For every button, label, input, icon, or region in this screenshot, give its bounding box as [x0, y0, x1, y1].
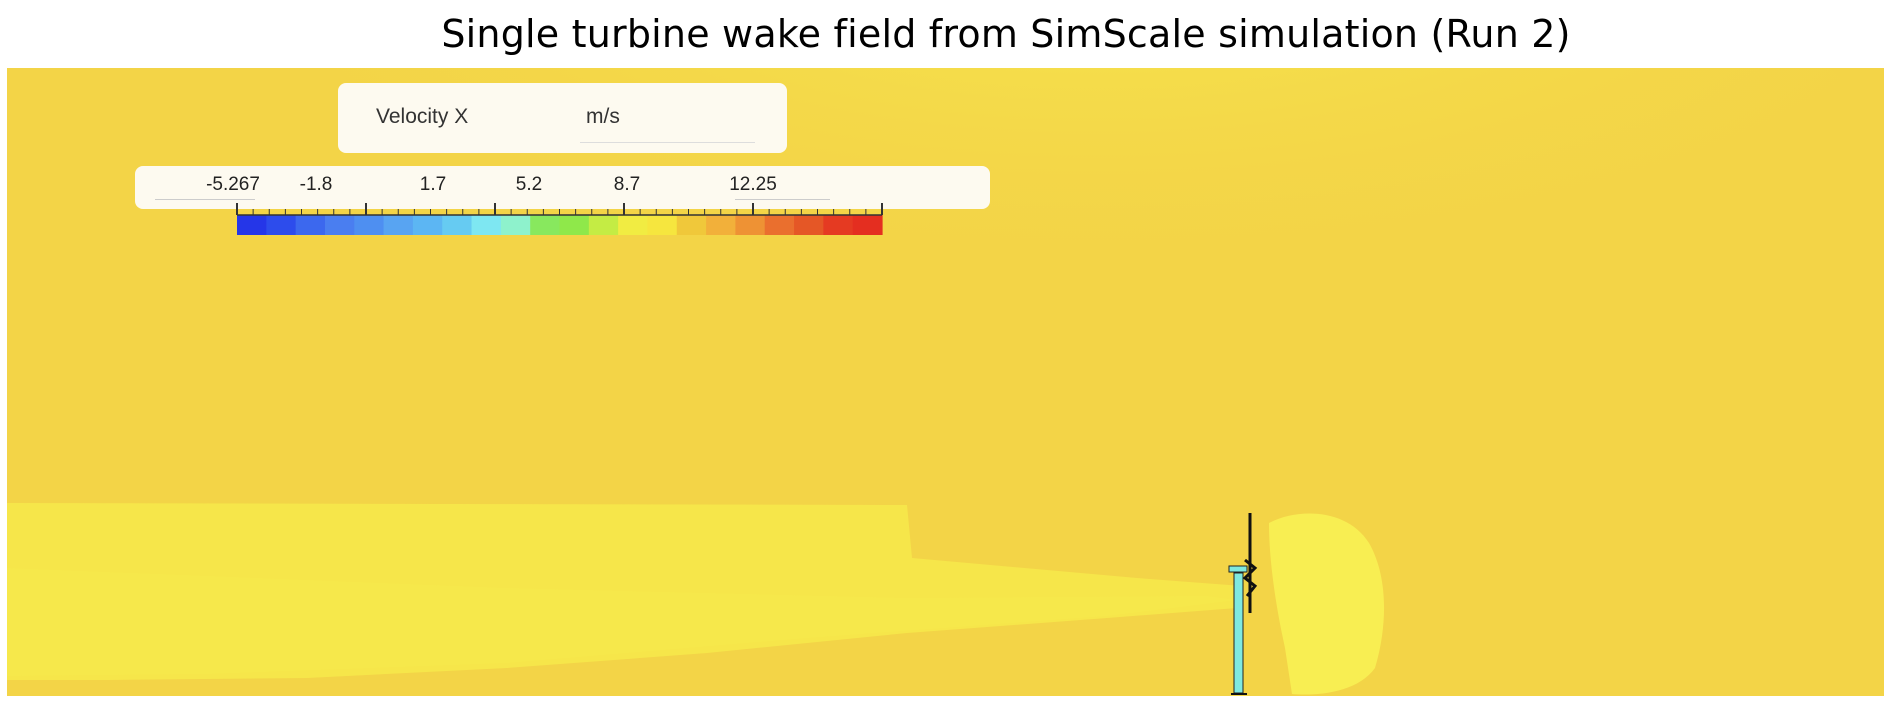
- unit-underline: [580, 142, 755, 143]
- tick-label: -1.8: [299, 174, 333, 195]
- figure-title: Single turbine wake field from SimScale …: [441, 12, 1571, 56]
- tick-label: 1.7: [419, 174, 447, 195]
- tick-label: 12.25: [729, 174, 777, 195]
- quantity-label: Velocity X: [376, 105, 469, 128]
- nacelle: [1228, 565, 1248, 573]
- induction-bubble: [1269, 513, 1385, 695]
- unit-label[interactable]: m/s: [586, 105, 620, 128]
- tick-underline: [155, 199, 255, 200]
- inner-wake-region: [7, 568, 1237, 676]
- tick-underline: [735, 199, 830, 200]
- quantity-panel[interactable]: Velocity X m/s: [338, 83, 787, 153]
- simulation-viewport[interactable]: Velocity X m/s -5.267 -1.8 1.7 5.2 8.7 12.25: [7, 68, 1884, 696]
- turbine-tower: [1233, 572, 1244, 694]
- velocity-field: [7, 68, 1884, 696]
- rotor-hub: [1242, 558, 1258, 597]
- tick-label: 8.7: [613, 174, 641, 195]
- scale-panel: -5.267 -1.8 1.7 5.2 8.7 12.25: [135, 166, 990, 209]
- tick-label: 5.2: [515, 174, 543, 195]
- tick-label: -5.267: [206, 174, 260, 195]
